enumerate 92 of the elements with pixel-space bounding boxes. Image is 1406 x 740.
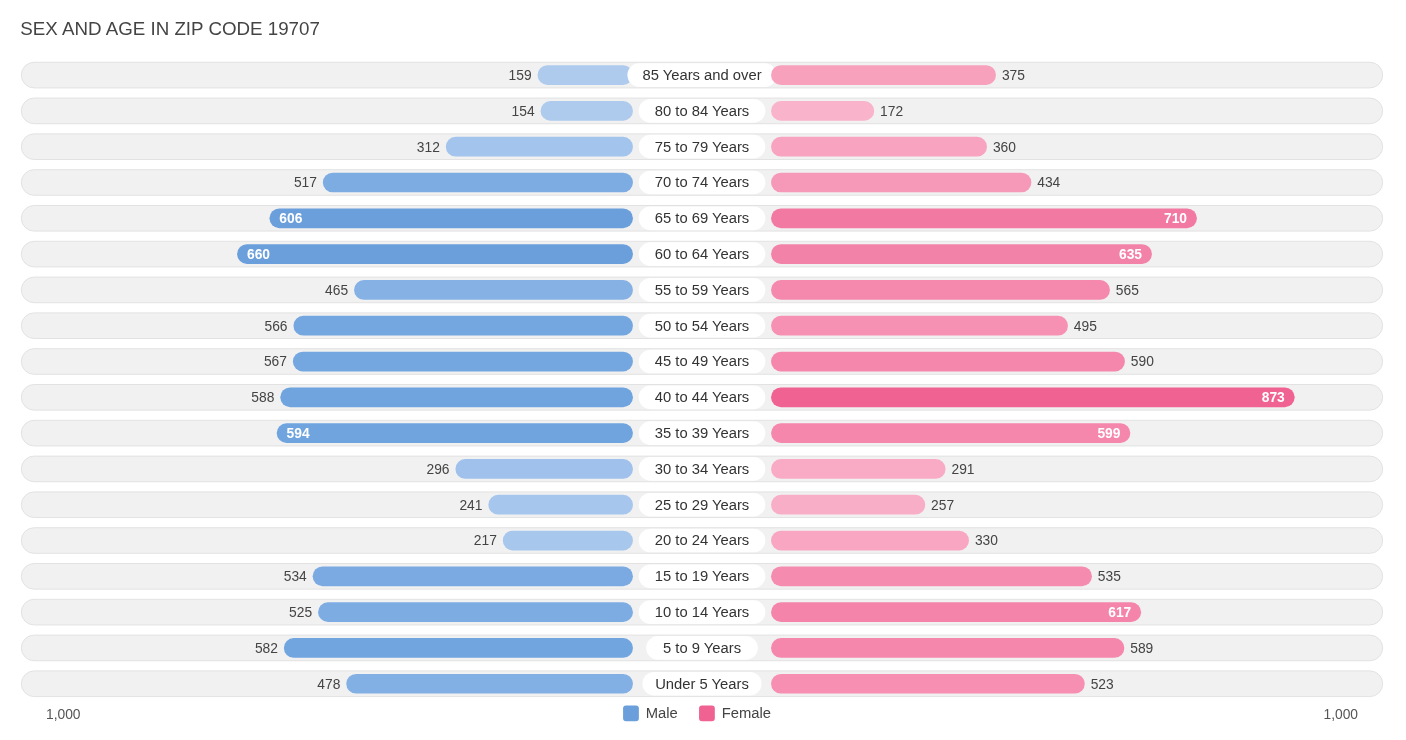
bar [771, 423, 1131, 443]
data-label: 465 [325, 281, 349, 298]
data-label: 582 [254, 639, 278, 656]
bar [771, 602, 1142, 622]
text: 1,000 [1323, 706, 1359, 723]
data-label: 565 [1115, 281, 1140, 298]
data-label: 478 [317, 675, 341, 692]
bar [237, 244, 633, 264]
bar [771, 351, 1125, 372]
bar [293, 315, 633, 336]
data-label: 599 [1097, 425, 1121, 442]
bar [445, 136, 633, 157]
legend-label: Female [721, 705, 772, 722]
bar [280, 387, 633, 408]
data-label: 517 [293, 174, 317, 191]
y-tick-label: 15 to 19 Years [654, 568, 750, 585]
data-label: 312 [416, 138, 440, 155]
bar [771, 136, 987, 157]
bar [771, 494, 926, 515]
bar [771, 280, 1110, 300]
y-tick-label: 50 to 54 Years [654, 317, 750, 334]
data-label: 360 [992, 138, 1017, 155]
y-tick-label: 35 to 39 Years [654, 425, 750, 442]
y-tick-label: 65 to 69 Years [654, 210, 750, 227]
y-tick-label: Under 5 Years [655, 675, 749, 692]
data-label: 375 [1001, 67, 1026, 84]
y-tick-label: 80 to 84 Years [654, 102, 750, 119]
data-label: 172 [880, 102, 904, 119]
text: 1,000 [45, 706, 81, 723]
data-label: 291 [951, 460, 975, 477]
bar [346, 673, 633, 694]
bar [771, 459, 946, 479]
bar [283, 638, 633, 658]
data-label: 159 [508, 67, 532, 84]
data-label: 710 [1164, 210, 1188, 227]
bar [771, 673, 1085, 694]
bar [354, 280, 633, 300]
data-label: 606 [279, 210, 303, 227]
y-tick-label: 85 Years and over [642, 67, 762, 84]
data-label: 635 [1119, 246, 1143, 263]
data-label: 660 [246, 246, 271, 263]
data-label: 567 [263, 353, 287, 370]
bar [771, 315, 1068, 336]
bar [771, 172, 1032, 193]
data-label: 590 [1130, 353, 1155, 370]
data-label: 594 [286, 425, 310, 442]
bar [771, 566, 1092, 587]
data-label: 296 [426, 460, 450, 477]
bar [771, 244, 1152, 264]
bar [540, 101, 633, 121]
bar [312, 566, 633, 587]
bar [322, 172, 633, 193]
legend-label: Male [645, 705, 678, 722]
data-label: 588 [251, 389, 275, 406]
data-label: 241 [459, 496, 483, 513]
data-label: 617 [1108, 604, 1132, 621]
y-tick-label: 60 to 64 Years [654, 246, 750, 263]
data-label: 154 [511, 102, 535, 119]
bar [502, 530, 633, 551]
bar [771, 101, 875, 121]
bar [771, 638, 1125, 658]
data-label: 589 [1130, 639, 1154, 656]
data-label: 330 [974, 532, 999, 549]
data-label: 525 [289, 604, 313, 621]
data-label: 534 [283, 568, 308, 585]
data-label: 566 [264, 317, 288, 334]
bar [455, 459, 633, 479]
bar [269, 208, 633, 229]
data-label: 535 [1097, 568, 1122, 585]
y-tick-label: 55 to 59 Years [654, 281, 750, 298]
y-tick-label: 5 to 9 Years [662, 639, 742, 656]
bar [771, 208, 1197, 229]
y-tick-label: 40 to 44 Years [654, 389, 750, 406]
data-label: 434 [1037, 174, 1061, 191]
y-tick-label: 25 to 29 Years [654, 496, 750, 513]
y-tick-label: 20 to 24 Years [654, 532, 750, 549]
data-label: 873 [1261, 389, 1286, 406]
y-tick-label: 10 to 14 Years [654, 604, 750, 621]
bar [318, 602, 633, 622]
data-label: 523 [1090, 675, 1115, 692]
data-label: 217 [473, 532, 497, 549]
y-tick-label: 70 to 74 Years [654, 174, 750, 191]
bar [771, 530, 969, 551]
bar [292, 351, 633, 372]
bar [488, 494, 633, 515]
y-tick-label: 30 to 34 Years [654, 460, 750, 477]
data-label: 257 [931, 496, 955, 513]
chart-title: SEX AND AGE IN ZIP CODE 19707 [20, 17, 320, 39]
bar [276, 423, 633, 443]
data-label: 495 [1073, 317, 1098, 334]
y-tick-label: 75 to 79 Years [654, 138, 750, 155]
y-tick-label: 45 to 49 Years [654, 353, 750, 370]
